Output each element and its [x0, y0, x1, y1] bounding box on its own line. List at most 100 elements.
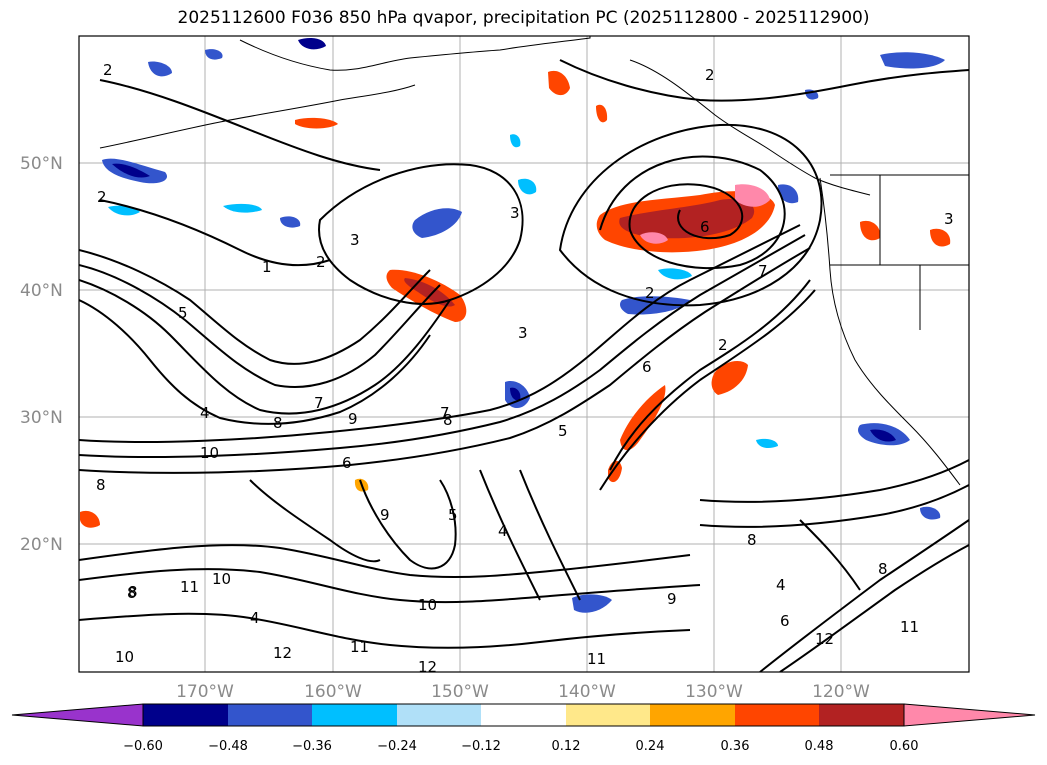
- contour-line: [559, 59, 969, 102]
- precip-blob: [148, 61, 172, 77]
- colorbar-segment: [143, 704, 228, 726]
- contour-label: 11: [900, 618, 919, 636]
- coastlines: [99, 36, 969, 486]
- lon-label: 130°W: [685, 682, 743, 702]
- colorbar-segment: [735, 704, 819, 726]
- colorbar-tick: 0.48: [805, 739, 834, 754]
- precip-blob: [778, 184, 799, 204]
- precip-blob: [596, 104, 608, 123]
- contour-label: 8: [96, 476, 106, 494]
- precip-blob: [658, 268, 692, 280]
- contour-label: 8: [878, 560, 888, 578]
- contour-label: 6: [780, 612, 790, 630]
- precip-negative-areas: [102, 38, 945, 613]
- precip-blob: [510, 134, 521, 148]
- contour-label: 2: [103, 61, 113, 79]
- precip-blob: [112, 163, 150, 178]
- contour-line: [249, 479, 381, 563]
- precip-blob: [80, 510, 100, 528]
- precip-blob: [620, 296, 690, 315]
- contour-label: 4: [200, 404, 210, 422]
- contour-line: [558, 123, 823, 307]
- lat-axis: 50°N 40°N 30°N 20°N: [20, 154, 63, 555]
- contour-label: 10: [200, 444, 219, 462]
- precip-blob: [295, 117, 338, 129]
- colorbar-tick: 0.36: [721, 739, 750, 754]
- contour-label: 9: [667, 590, 677, 608]
- contour-line: [779, 544, 969, 672]
- precip-blob: [548, 70, 570, 96]
- colorbar-segment: [819, 704, 904, 726]
- precip-blob: [930, 228, 951, 247]
- contour-line: [359, 479, 457, 570]
- colorbar-segment: [481, 704, 566, 726]
- contour-line: [79, 249, 431, 365]
- colorbar-tick: −0.48: [208, 739, 248, 754]
- precip-blob: [518, 178, 537, 195]
- contour-line: [609, 279, 811, 471]
- contour-label: 1: [262, 258, 272, 276]
- contour-label: 11: [350, 638, 369, 656]
- contour-label: 10: [212, 570, 231, 588]
- precip-blob: [860, 220, 881, 241]
- contour-label: 5: [558, 422, 568, 440]
- contour-line: [479, 469, 541, 601]
- colorbar-frame: [142, 703, 905, 727]
- lon-label: 120°W: [812, 682, 870, 702]
- precip-blob: [880, 52, 945, 69]
- map-title: 2025112600 F036 850 hPa qvapor, precipit…: [177, 8, 870, 28]
- lat-label: 30°N: [20, 408, 63, 428]
- contour-line: [79, 279, 451, 415]
- colorbar-segment: [650, 704, 735, 726]
- colorbar-tick: −0.36: [292, 739, 332, 754]
- contour-label: 6: [342, 454, 352, 472]
- precip-blob: [223, 203, 262, 213]
- contour-label: 10: [115, 648, 134, 666]
- precip-blob: [572, 594, 612, 613]
- contour-line: [79, 224, 801, 443]
- precip-blob: [404, 278, 455, 307]
- precip-blob: [205, 49, 223, 60]
- contour-label: 9: [348, 410, 358, 428]
- contour-line: [799, 519, 861, 591]
- contour-line: [79, 299, 431, 425]
- colorbar-segment: [228, 704, 312, 726]
- colorbar-tick: 0.24: [636, 739, 665, 754]
- precip-positive-areas: [80, 70, 951, 528]
- precip-blob: [510, 387, 521, 401]
- coastline-bc-coast: [629, 59, 871, 196]
- colorbar-tick: −0.24: [377, 739, 417, 754]
- precip-blob: [756, 438, 778, 448]
- coastline-aleutians: [99, 84, 416, 149]
- contour-line: [699, 484, 969, 528]
- contour-label: 4: [776, 576, 786, 594]
- contour-label: 8: [273, 414, 283, 432]
- contour-label: 4: [250, 609, 260, 627]
- contour-label: 8: [747, 531, 757, 549]
- contour-line: [79, 247, 811, 474]
- coastline-alaska: [239, 36, 591, 71]
- contour-labels: 2 2 2 1 3 2 3 3 2 6 7 2 5 7 6 4 9 7 8 10…: [96, 61, 954, 676]
- precip-blob: [620, 385, 666, 451]
- precip-blob: [298, 38, 326, 50]
- contour-label: 11: [587, 650, 606, 668]
- contour-label: 3: [518, 324, 528, 342]
- contour-label: 2: [97, 188, 107, 206]
- contour-label: 12: [815, 630, 834, 648]
- contour-line: [699, 459, 969, 503]
- colorbar-extend-high: [903, 703, 1036, 727]
- colorbar-segment: [397, 704, 481, 726]
- contour-label: 12: [418, 658, 437, 676]
- lon-label: 170°W: [176, 682, 234, 702]
- state-borders: [830, 174, 969, 330]
- contour-label: 7: [314, 394, 324, 412]
- contour-line: [99, 79, 381, 171]
- contour-label: 2: [645, 284, 655, 302]
- contour-line: [599, 155, 786, 269]
- lat-label: 40°N: [20, 281, 63, 301]
- contour-label: 3: [350, 231, 360, 249]
- contour-label: 11: [180, 578, 199, 596]
- contour-label: 2: [705, 66, 715, 84]
- contour-label: 2: [316, 253, 326, 271]
